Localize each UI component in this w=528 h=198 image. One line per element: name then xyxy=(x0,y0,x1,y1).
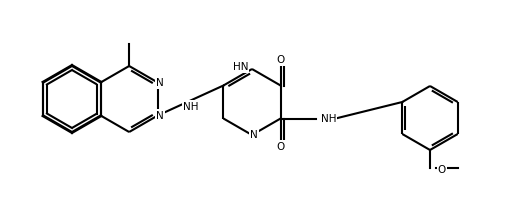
Text: NH: NH xyxy=(320,113,336,124)
Text: N: N xyxy=(156,110,164,121)
Text: O: O xyxy=(277,54,285,65)
Text: O: O xyxy=(438,165,446,175)
Text: HN: HN xyxy=(232,62,248,72)
Text: N: N xyxy=(156,77,164,88)
Text: O: O xyxy=(277,142,285,151)
Text: NH: NH xyxy=(183,102,199,111)
Text: N: N xyxy=(250,130,258,140)
